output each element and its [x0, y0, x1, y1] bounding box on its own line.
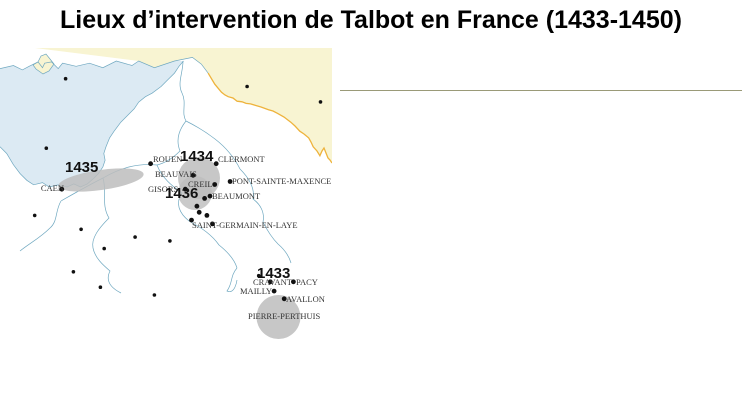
svg-text:BEAUVAIS: BEAUVAIS: [155, 169, 197, 179]
svg-text:1436: 1436: [165, 185, 198, 202]
svg-text:MAILLY: MAILLY: [240, 286, 272, 296]
svg-text:PIERRE-PERTHUIS: PIERRE-PERTHUIS: [248, 311, 320, 321]
svg-text:CAEN: CAEN: [41, 183, 64, 193]
svg-text:CLERMONT: CLERMONT: [218, 154, 266, 164]
svg-text:1433: 1433: [257, 265, 290, 282]
svg-text:SAINT-GERMAIN-EN-LAYE: SAINT-GERMAIN-EN-LAYE: [192, 220, 298, 230]
svg-text:PONT-SAINTE-MAXENCE: PONT-SAINTE-MAXENCE: [232, 176, 331, 186]
svg-text:AVALLON: AVALLON: [286, 294, 325, 304]
svg-text:PACY: PACY: [296, 277, 318, 287]
svg-text:1435: 1435: [65, 159, 98, 176]
svg-text:1434: 1434: [180, 148, 214, 165]
svg-text:BEAUMONT: BEAUMONT: [212, 191, 261, 201]
svg-text:ROUEN: ROUEN: [153, 154, 182, 164]
